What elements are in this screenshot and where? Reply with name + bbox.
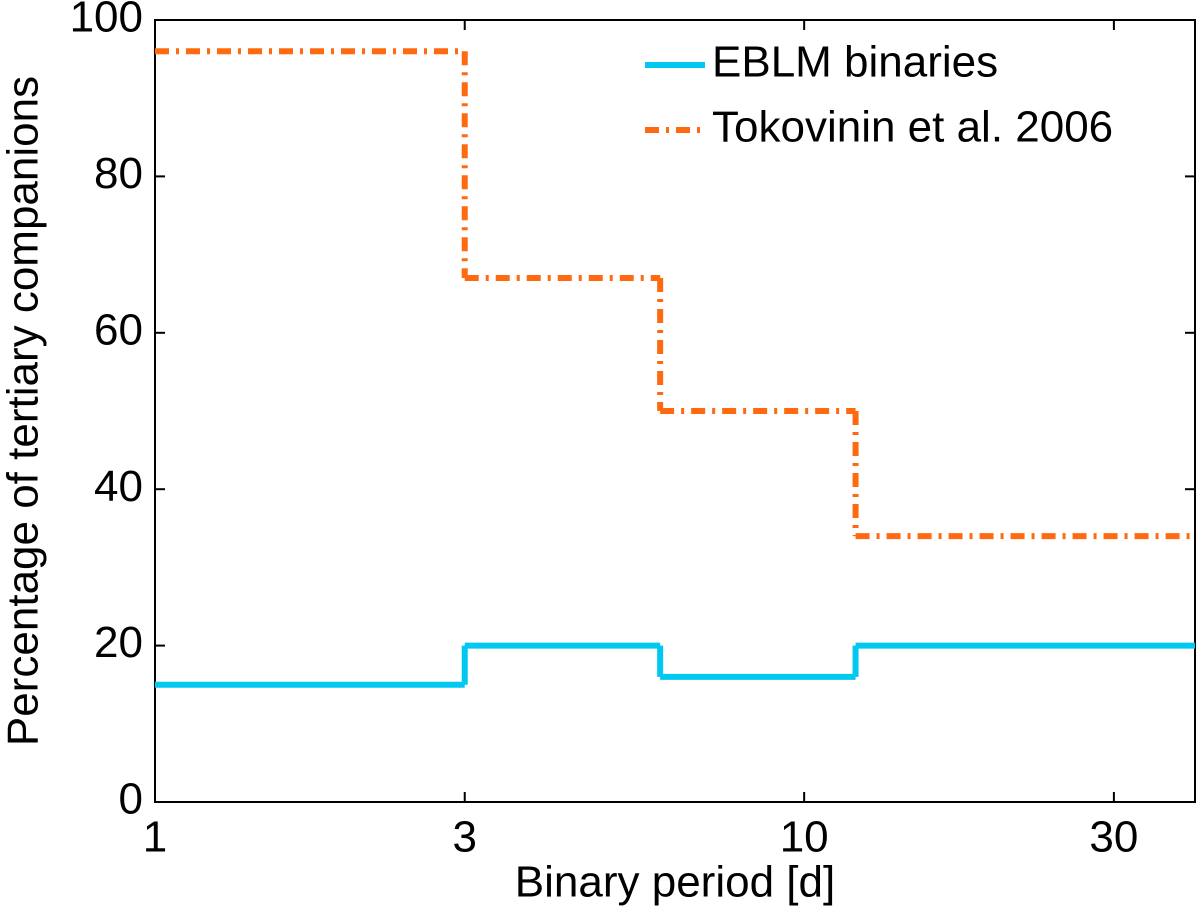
y-tick-label: 60 (94, 305, 143, 354)
y-tick-label: 80 (94, 149, 143, 198)
y-tick-label: 40 (94, 462, 143, 511)
x-tick-label: 30 (1089, 813, 1138, 862)
y-tick-label: 100 (70, 0, 143, 42)
legend-label: EBLM binaries (712, 38, 998, 87)
x-axis-label: Binary period [d] (515, 858, 835, 907)
legend-label: Tokovinin et al. 2006 (712, 103, 1113, 152)
y-tick-label: 20 (94, 618, 143, 667)
x-tick-label: 10 (780, 813, 829, 862)
x-tick-label: 1 (143, 813, 167, 862)
x-tick-label: 3 (452, 813, 476, 862)
y-tick-label: 0 (119, 775, 143, 824)
plot-frame (154, 19, 1196, 803)
y-axis-label: Percentage of tertiary companions (0, 76, 48, 746)
